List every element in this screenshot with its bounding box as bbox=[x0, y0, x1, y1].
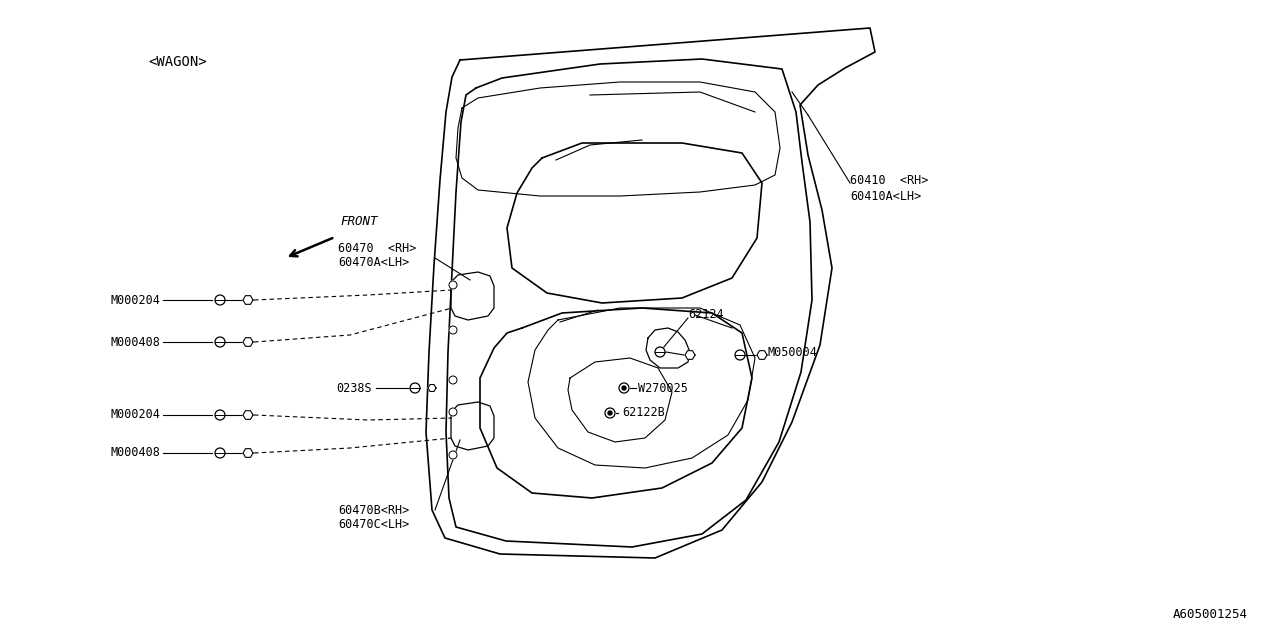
Polygon shape bbox=[685, 351, 695, 359]
Text: W270025: W270025 bbox=[637, 381, 687, 394]
Text: 60410  <RH>: 60410 <RH> bbox=[850, 173, 928, 186]
Text: M000408: M000408 bbox=[110, 447, 160, 460]
Circle shape bbox=[449, 326, 457, 334]
Circle shape bbox=[735, 350, 745, 360]
Circle shape bbox=[608, 411, 612, 415]
Text: M000204: M000204 bbox=[110, 294, 160, 307]
Text: 60470  <RH>: 60470 <RH> bbox=[338, 241, 416, 255]
Circle shape bbox=[655, 347, 666, 357]
Circle shape bbox=[215, 337, 225, 347]
Polygon shape bbox=[428, 385, 436, 392]
Circle shape bbox=[449, 408, 457, 416]
Text: FRONT: FRONT bbox=[340, 215, 378, 228]
Circle shape bbox=[449, 376, 457, 384]
Text: 0238S: 0238S bbox=[337, 381, 372, 394]
Circle shape bbox=[215, 295, 225, 305]
Text: 60470B<RH>: 60470B<RH> bbox=[338, 504, 410, 516]
Polygon shape bbox=[243, 296, 253, 305]
Polygon shape bbox=[243, 449, 253, 458]
Text: M000204: M000204 bbox=[110, 408, 160, 422]
Text: 60470A<LH>: 60470A<LH> bbox=[338, 257, 410, 269]
Text: 62124: 62124 bbox=[689, 308, 723, 321]
Circle shape bbox=[215, 410, 225, 420]
Polygon shape bbox=[243, 338, 253, 346]
Text: M050004: M050004 bbox=[768, 346, 818, 358]
Polygon shape bbox=[243, 411, 253, 419]
Text: 62122B: 62122B bbox=[622, 406, 664, 419]
Text: M000408: M000408 bbox=[110, 335, 160, 349]
Circle shape bbox=[605, 408, 614, 418]
Polygon shape bbox=[756, 351, 767, 359]
Circle shape bbox=[620, 383, 628, 393]
Text: 60470C<LH>: 60470C<LH> bbox=[338, 518, 410, 531]
Text: 60410A<LH>: 60410A<LH> bbox=[850, 189, 922, 202]
Circle shape bbox=[215, 448, 225, 458]
Text: <WAGON>: <WAGON> bbox=[148, 55, 206, 69]
Text: A605001254: A605001254 bbox=[1172, 609, 1248, 621]
Circle shape bbox=[410, 383, 420, 393]
Circle shape bbox=[622, 386, 626, 390]
Circle shape bbox=[449, 451, 457, 459]
Circle shape bbox=[449, 281, 457, 289]
